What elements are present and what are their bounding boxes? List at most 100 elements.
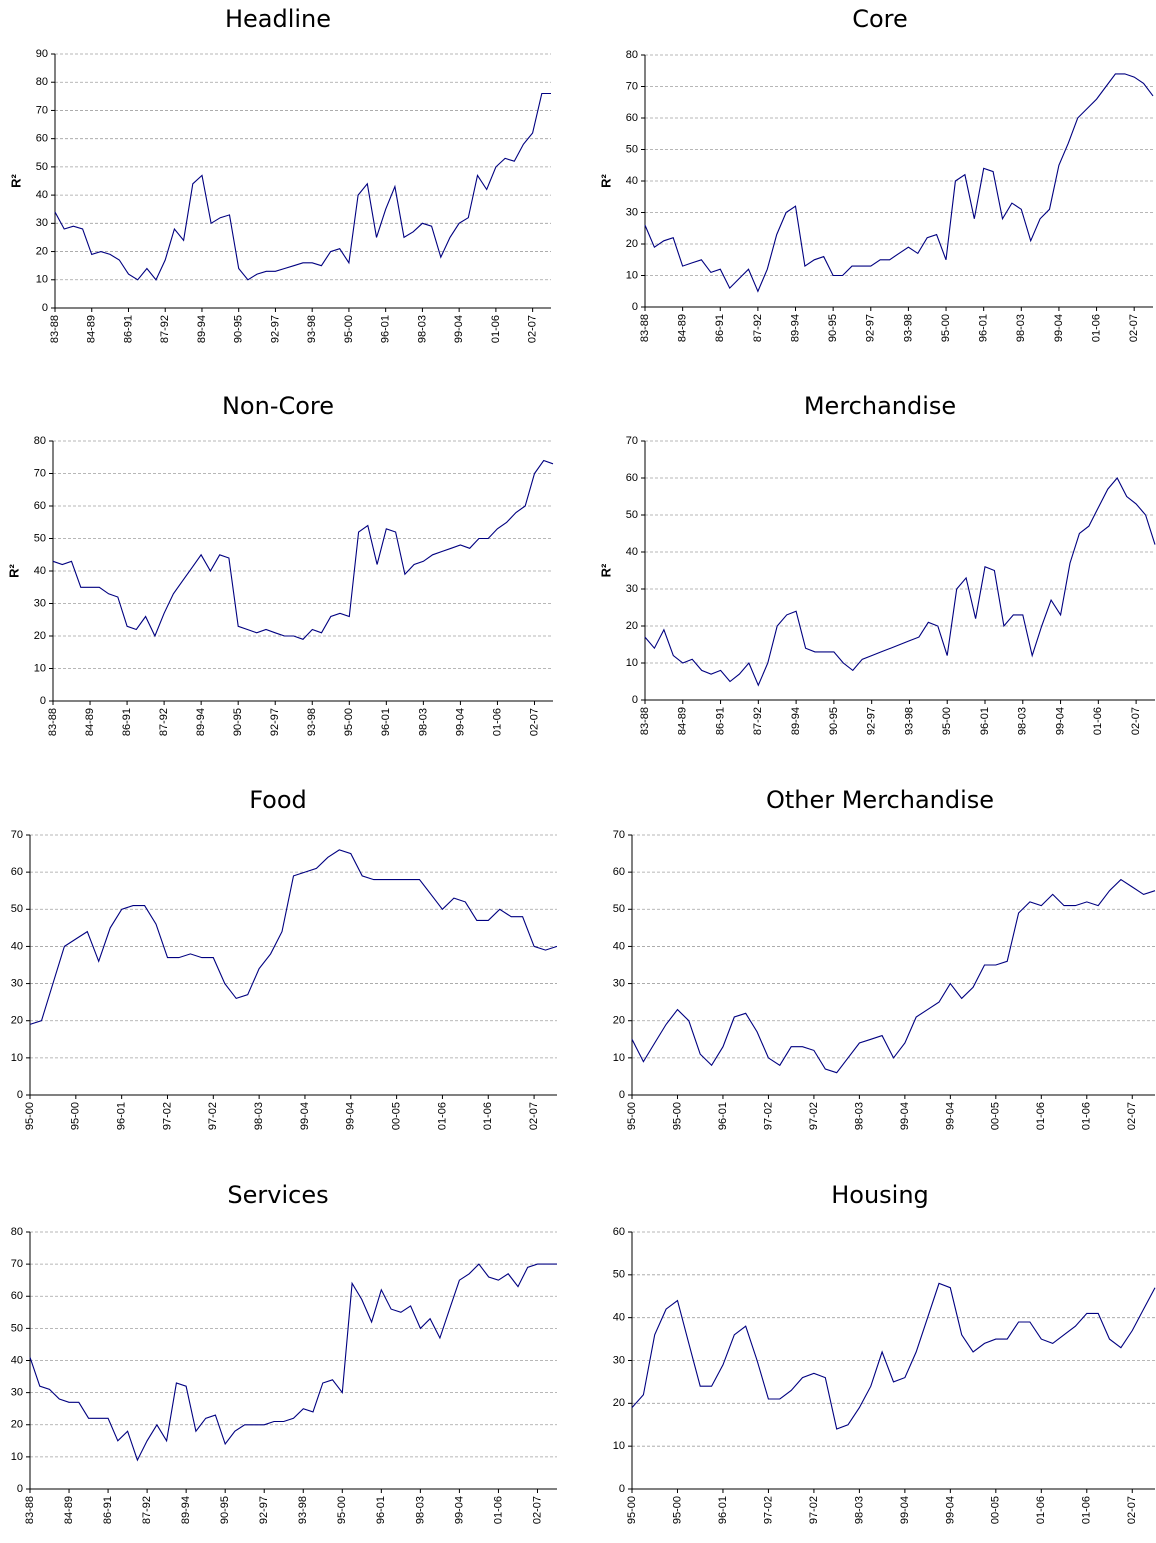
x-tick-label: 01-06: [491, 708, 503, 736]
x-tick-label: 01-06: [1035, 1102, 1047, 1130]
y-tick-label: 50: [626, 143, 638, 155]
y-tick-label: 60: [11, 1290, 23, 1302]
y-tick-label: 70: [11, 829, 23, 841]
x-tick-label: 90-95: [828, 707, 840, 735]
series-line: [29, 1263, 557, 1462]
x-tick-label: 93-98: [297, 1496, 309, 1524]
x-tick-label: 99-04: [345, 1102, 357, 1130]
y-tick-label: 60: [11, 866, 23, 878]
x-tick-label: 95-00: [336, 1496, 348, 1524]
y-tick-label: 70: [613, 829, 625, 841]
x-tick-label: 97-02: [762, 1496, 774, 1524]
x-tick-label: 86-91: [122, 315, 134, 343]
x-tick-label: 96-01: [380, 708, 392, 736]
x-tick-label: 83-88: [47, 708, 59, 736]
y-tick-label: 60: [34, 500, 46, 512]
x-tick-label: 02-07: [531, 1496, 543, 1524]
y-tick-label: 0: [619, 1483, 625, 1495]
y-tick-label: 30: [11, 977, 23, 989]
x-tick-label: 00-05: [391, 1102, 403, 1130]
y-tick-label: 70: [626, 435, 638, 447]
y-tick-label: 40: [36, 189, 48, 201]
series-line: [54, 92, 551, 281]
x-tick-label: 01-06: [1081, 1102, 1093, 1130]
x-tick-label: 99-04: [1054, 707, 1066, 735]
y-tick-label: 40: [34, 565, 46, 577]
x-tick-label: 99-04: [944, 1496, 956, 1524]
y-tick-label: 20: [11, 1015, 23, 1027]
y-tick-label: 50: [626, 509, 638, 521]
x-tick-label: 01-06: [482, 1102, 494, 1130]
y-tick-label: 0: [632, 301, 638, 313]
x-tick-label: 90-95: [827, 314, 839, 342]
chart-title: Headline: [225, 5, 331, 33]
x-tick-label: 92-97: [258, 1496, 270, 1524]
y-tick-label: 10: [34, 662, 46, 674]
y-tick-label: 0: [619, 1089, 625, 1101]
y-tick-label: 30: [36, 217, 48, 229]
series-line: [644, 477, 1156, 687]
series-line: [52, 459, 554, 640]
y-tick-label: 20: [36, 245, 48, 257]
y-tick-label: 0: [42, 302, 48, 314]
y-tick-label: 70: [626, 80, 638, 92]
x-tick-label: 87-92: [158, 708, 170, 736]
chart-title: Non-Core: [222, 392, 334, 420]
y-tick-label: 50: [34, 532, 46, 544]
chart-title: Merchandise: [804, 392, 956, 420]
x-tick-label: 00-05: [990, 1496, 1002, 1524]
x-tick-label: 87-92: [752, 314, 764, 342]
x-tick-label: 90-95: [232, 708, 244, 736]
y-tick-label: 10: [613, 1440, 625, 1452]
y-tick-label: 80: [11, 1226, 23, 1238]
x-tick-label: 97-02: [762, 1102, 774, 1130]
x-tick-label: 98-03: [416, 315, 428, 343]
y-tick-label: 0: [17, 1089, 23, 1101]
y-tick-label: 80: [34, 435, 46, 447]
y-tick-label: 70: [36, 104, 48, 116]
y-tick-label: 70: [34, 467, 46, 479]
y-tick-label: 60: [613, 866, 625, 878]
x-tick-label: 87-92: [752, 707, 764, 735]
chart-title: Core: [852, 5, 908, 33]
x-tick-label: 83-88: [24, 1496, 36, 1524]
x-tick-label: 92-97: [865, 314, 877, 342]
series-line: [29, 849, 558, 1025]
series-line: [644, 73, 1154, 293]
y-tick-label: 30: [613, 977, 625, 989]
x-tick-label: 02-07: [1126, 1496, 1138, 1524]
y-tick-label: 0: [40, 695, 46, 707]
x-tick-label: 89-94: [790, 707, 802, 735]
x-tick-label: 01-06: [1090, 314, 1102, 342]
chart-title: Services: [227, 1181, 328, 1209]
y-tick-label: 10: [626, 657, 638, 669]
x-tick-label: 97-02: [207, 1102, 219, 1130]
x-tick-label: 00-05: [990, 1102, 1002, 1130]
x-tick-label: 96-01: [380, 315, 392, 343]
y-tick-label: 40: [613, 940, 625, 952]
x-tick-label: 02-07: [1130, 707, 1142, 735]
y-tick-label: 60: [626, 472, 638, 484]
x-tick-label: 96-01: [979, 707, 991, 735]
x-tick-label: 84-89: [63, 1496, 75, 1524]
x-tick-label: 01-06: [1035, 1496, 1047, 1524]
x-tick-label: 89-94: [196, 315, 208, 343]
y-tick-label: 50: [613, 1269, 625, 1281]
x-tick-label: 89-94: [180, 1496, 192, 1524]
x-tick-label: 98-03: [1017, 707, 1029, 735]
y-tick-label: 0: [17, 1483, 23, 1495]
x-tick-label: 97-02: [808, 1496, 820, 1524]
y-tick-label: 60: [626, 112, 638, 124]
x-tick-label: 95-00: [626, 1496, 638, 1524]
x-tick-label: 95-00: [343, 315, 355, 343]
x-tick-label: 87-92: [159, 315, 171, 343]
y-tick-label: 80: [626, 49, 638, 61]
x-tick-label: 90-95: [233, 315, 245, 343]
y-axis-label: R²: [6, 563, 21, 577]
y-tick-label: 30: [626, 206, 638, 218]
x-tick-label: 98-03: [853, 1102, 865, 1130]
x-tick-label: 84-89: [677, 314, 689, 342]
x-tick-label: 98-03: [853, 1496, 865, 1524]
x-tick-label: 84-89: [677, 707, 689, 735]
y-tick-label: 50: [36, 161, 48, 173]
